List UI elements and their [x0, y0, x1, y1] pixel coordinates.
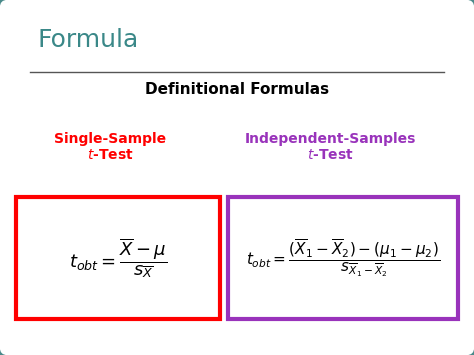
Text: Definitional Formulas: Definitional Formulas — [145, 82, 329, 97]
Text: Single-Sample: Single-Sample — [54, 132, 166, 146]
FancyBboxPatch shape — [16, 197, 220, 319]
Text: Independent-Samples: Independent-Samples — [244, 132, 416, 146]
Text: $\mathit{t}$-Test: $\mathit{t}$-Test — [307, 148, 353, 162]
Text: $t_{obt} = \dfrac{(\overline{X}_1 - \overline{X}_2) - (\mu_1 - \mu_2)}{s_{\overl: $t_{obt} = \dfrac{(\overline{X}_1 - \ove… — [246, 237, 440, 279]
Text: Formula: Formula — [38, 28, 139, 52]
Text: $\mathit{t}$-Test: $\mathit{t}$-Test — [87, 148, 133, 162]
Text: $t_{obt} = \dfrac{\overline{X} - \mu}{s_{\overline{X}}}$: $t_{obt} = \dfrac{\overline{X} - \mu}{s_… — [69, 236, 167, 280]
FancyBboxPatch shape — [228, 197, 458, 319]
